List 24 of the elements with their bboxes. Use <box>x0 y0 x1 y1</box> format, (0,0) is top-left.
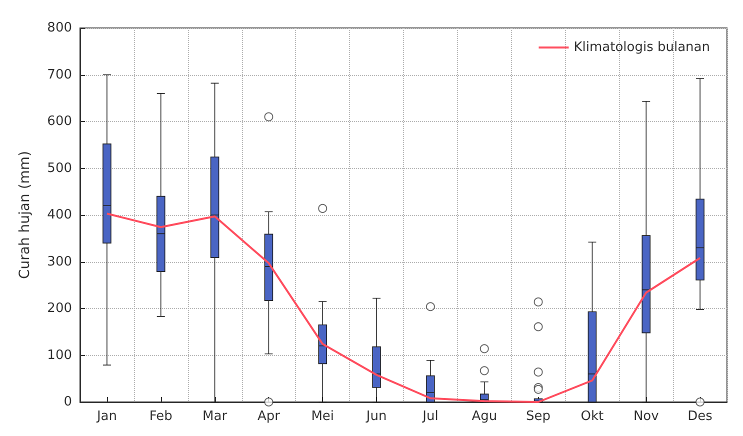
y-tick-label: 800 <box>47 20 72 36</box>
y-tick-label: 400 <box>47 208 72 222</box>
x-tick-label: Okt <box>580 409 604 424</box>
x-tick-label: Jun <box>365 409 387 424</box>
x-tick-label: Mar <box>202 409 228 424</box>
x-tick-label: Sep <box>526 409 551 424</box>
y-tick-label: 200 <box>47 301 72 316</box>
x-tick-label: Mei <box>311 409 334 424</box>
legend-label: Klimatologis bulanan <box>574 40 710 55</box>
x-tick-label: Jul <box>422 409 438 424</box>
x-tick-label: Agu <box>472 409 498 424</box>
y-tick-label: 0 <box>64 394 72 410</box>
x-tick-label: Feb <box>149 409 172 424</box>
x-tick-label: Apr <box>257 409 281 424</box>
x-tick-label: Des <box>688 409 713 424</box>
y-tick-label: 100 <box>47 348 72 363</box>
line-series <box>106 212 702 403</box>
x-tick-label: Jan <box>96 409 117 424</box>
y-tick-label: 300 <box>47 254 72 270</box>
y-tick-label: 600 <box>47 114 72 129</box>
x-tick-label: Nov <box>633 409 660 424</box>
y-axis-title: Curah hujan (mm) <box>17 150 33 280</box>
y-tick-label: 700 <box>47 67 72 82</box>
y-tick-label: 500 <box>47 160 72 176</box>
